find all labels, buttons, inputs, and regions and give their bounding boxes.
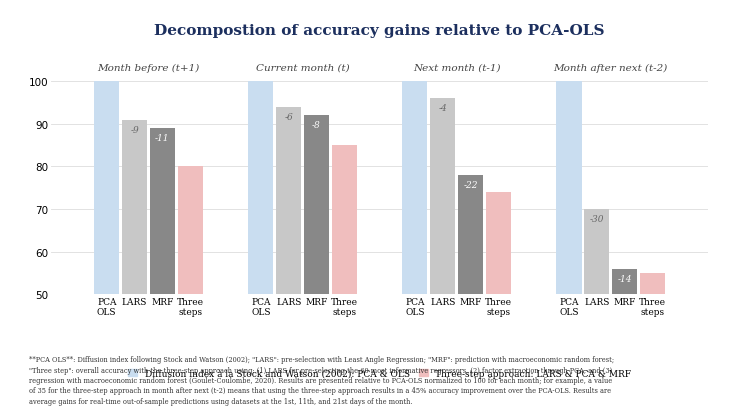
Text: -9: -9	[130, 126, 139, 135]
Bar	[150, 129, 175, 294]
Text: Month after next (t-2): Month after next (t-2)	[553, 64, 668, 73]
Text: -22: -22	[464, 181, 478, 190]
Text: -14: -14	[618, 274, 632, 283]
Bar	[486, 193, 511, 294]
Bar	[612, 269, 637, 294]
Title: Decompostion of accuracy gains relative to PCA-OLS: Decompostion of accuracy gains relative …	[154, 24, 605, 38]
Bar	[94, 82, 119, 294]
Bar	[331, 146, 357, 294]
Text: Next month (t-1): Next month (t-1)	[413, 64, 500, 73]
Bar	[584, 209, 610, 294]
Bar	[122, 120, 147, 294]
Text: Current month (t): Current month (t)	[255, 64, 350, 73]
Text: Month before (t+1): Month before (t+1)	[97, 64, 199, 73]
Bar	[402, 82, 428, 294]
Text: **PCA OLS**: Diffusion index following Stock and Watson (2002); "LARS": pre-sele: **PCA OLS**: Diffusion index following S…	[29, 355, 615, 405]
Text: -4: -4	[438, 104, 447, 113]
Bar	[276, 108, 301, 294]
Bar	[304, 116, 329, 294]
Text: -11: -11	[155, 134, 169, 143]
Bar	[640, 273, 665, 294]
Bar	[248, 82, 273, 294]
Legend: Diffusion index à la Stock and Watson (2002): PCA & OLS, Three-step approach: LA: Diffusion index à la Stock and Watson (2…	[125, 365, 634, 382]
Bar	[177, 167, 203, 294]
Text: -30: -30	[590, 215, 604, 224]
Text: -8: -8	[312, 121, 321, 130]
Bar	[458, 175, 483, 294]
Bar	[556, 82, 582, 294]
Text: -6: -6	[284, 113, 293, 121]
Bar	[430, 99, 456, 294]
